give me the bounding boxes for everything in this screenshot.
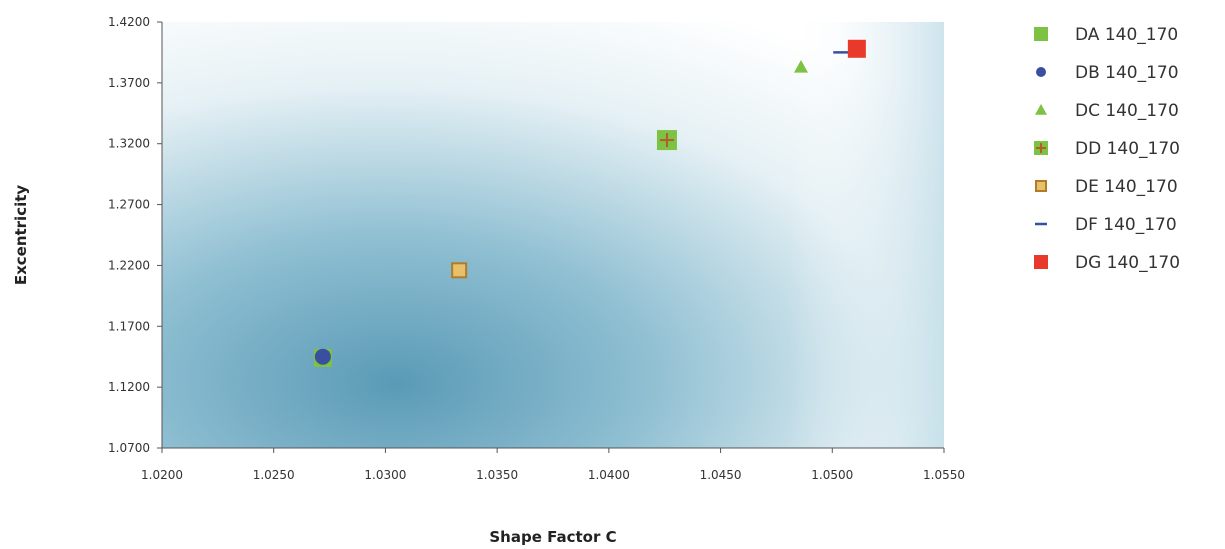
x-tick-label: 1.0350 xyxy=(476,468,518,482)
legend-marker xyxy=(1034,27,1048,41)
marker-square xyxy=(1034,255,1048,269)
y-tick-label: 1.0700 xyxy=(108,441,150,455)
y-tick-label: 1.2700 xyxy=(108,198,150,212)
y-tick-label: 1.4200 xyxy=(108,15,150,29)
y-ticks: 1.4200 1.3700 1.3200 1.2700 1.2200 1.1700 1.12… xyxy=(108,15,162,455)
legend-item: DG 140_170 xyxy=(1034,253,1180,273)
x-tick-label: 1.0500 xyxy=(811,468,853,482)
legend-label: DB 140_170 xyxy=(1075,63,1179,83)
legend-marker xyxy=(1035,180,1047,192)
data-point xyxy=(451,262,468,279)
legend-item: DD 140_170 xyxy=(1034,139,1180,159)
legend-marker xyxy=(1035,104,1047,115)
legend-item: DF 140_170 xyxy=(1035,215,1177,235)
x-axis-title: Shape Factor C xyxy=(489,528,616,546)
x-ticks: 1.0200 1.0250 1.0300 1.0350 1.0400 1.0450 1.05… xyxy=(141,448,965,482)
data-point xyxy=(656,130,677,151)
legend-label: DC 140_170 xyxy=(1075,101,1179,121)
y-tick-label: 1.2200 xyxy=(108,258,150,272)
legend-item: DA 140_170 xyxy=(1034,25,1178,45)
legend-label: DG 140_170 xyxy=(1075,253,1180,273)
x-tick-label: 1.0400 xyxy=(588,468,630,482)
y-tick-label: 1.1200 xyxy=(108,380,150,394)
data-point xyxy=(794,60,809,73)
y-tick-label: 1.1700 xyxy=(108,319,150,333)
legend-item: DE 140_170 xyxy=(1035,177,1178,197)
legend: DA 140_170 DB 140_170 DC 140_170 DD 140_170… xyxy=(1034,25,1180,273)
legend-label: DF 140_170 xyxy=(1075,215,1177,235)
legend-item: DC 140_170 xyxy=(1035,101,1179,121)
x-tick-label: 1.0300 xyxy=(364,468,406,482)
marker-square xyxy=(1034,27,1048,41)
marker-triangle xyxy=(794,60,809,73)
x-tick-label: 1.0550 xyxy=(923,468,965,482)
plot-area-edge-shade xyxy=(162,22,944,448)
marker-square xyxy=(847,39,866,58)
marker-square-outline xyxy=(451,262,468,279)
y-tick-label: 1.3200 xyxy=(108,137,150,151)
x-tick-label: 1.0250 xyxy=(253,468,295,482)
legend-item: DB 140_170 xyxy=(1036,63,1179,83)
axes xyxy=(161,22,944,449)
legend-marker xyxy=(1034,255,1048,269)
legend-label: DD 140_170 xyxy=(1075,139,1180,159)
data-point xyxy=(847,39,866,58)
y-tick-label: 1.3700 xyxy=(108,76,150,90)
x-tick-label: 1.0450 xyxy=(700,468,742,482)
legend-marker xyxy=(1034,141,1048,155)
marker-circle xyxy=(314,348,331,365)
y-axis-title: Excentricity xyxy=(12,185,30,286)
marker-square-outline xyxy=(1035,180,1047,192)
marker-triangle xyxy=(1035,104,1047,115)
legend-marker xyxy=(1036,67,1046,77)
legend-label: DA 140_170 xyxy=(1075,25,1178,45)
legend-label: DE 140_170 xyxy=(1075,177,1178,197)
data-point xyxy=(314,348,331,365)
marker-circle xyxy=(1036,67,1046,77)
data-points xyxy=(313,39,866,367)
x-tick-label: 1.0200 xyxy=(141,468,183,482)
